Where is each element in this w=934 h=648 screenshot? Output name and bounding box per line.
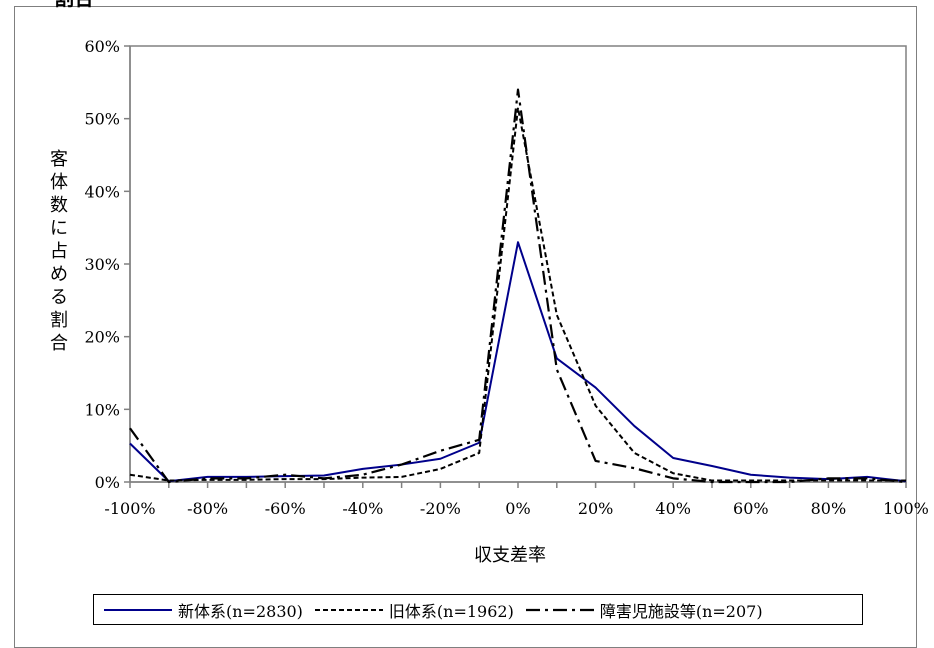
legend-label: 障害児施設等(n=207): [599, 601, 763, 621]
x-tick-label: 20%: [578, 499, 614, 518]
x-tick-label: 0%: [505, 499, 530, 518]
x-tick-label: 60%: [733, 499, 769, 518]
y-tick-label: 10%: [84, 400, 120, 419]
x-tick-label: 80%: [811, 499, 847, 518]
y-tick-label: 40%: [84, 182, 120, 201]
y-tick-label: 50%: [84, 110, 120, 129]
legend-item-1: 新体系(n=2830): [104, 598, 303, 622]
y-tick-label: 30%: [84, 255, 120, 274]
x-tick-label: -100%: [104, 499, 155, 518]
chart-frame: [14, 6, 917, 648]
series-line-1: [129, 241, 907, 483]
x-tick-label: -20%: [420, 499, 461, 518]
legend: 新体系(n=2830) 旧体系(n=1962) 障害児施設等(n=207): [93, 594, 863, 625]
series-line-2: [129, 106, 906, 482]
chart-svg: 0% 10% 20% 30% 40% 50% 60% -100% -80% -60% -40% -20…: [84, 37, 929, 518]
legend-swatch: [314, 608, 383, 611]
x-tick-label: -60%: [265, 499, 306, 518]
x-tick-label: 40%: [655, 499, 691, 518]
legend-swatch: [104, 608, 172, 611]
y-tick-label: 20%: [84, 328, 120, 347]
legend-swatch: [525, 608, 594, 611]
y-axis-title: 客体数に占める割合: [50, 149, 68, 354]
x-tick-label: 100%: [883, 499, 929, 518]
x-tick-label: -40%: [342, 499, 383, 518]
x-axis-title: 収支差率: [474, 545, 546, 566]
legend-item-2: 旧体系(n=1962): [314, 598, 514, 622]
x-tick-label: -80%: [187, 499, 228, 518]
legend-label: 旧体系(n=1962): [388, 601, 514, 621]
series-line-3: [129, 88, 907, 484]
y-tick-label: 0%: [95, 473, 120, 492]
y-tick-label: 60%: [84, 37, 120, 56]
legend-item-3: 障害児施設等(n=207): [525, 598, 763, 622]
corner-text: 割合: [54, 0, 94, 11]
legend-label: 新体系(n=2830): [178, 601, 303, 621]
